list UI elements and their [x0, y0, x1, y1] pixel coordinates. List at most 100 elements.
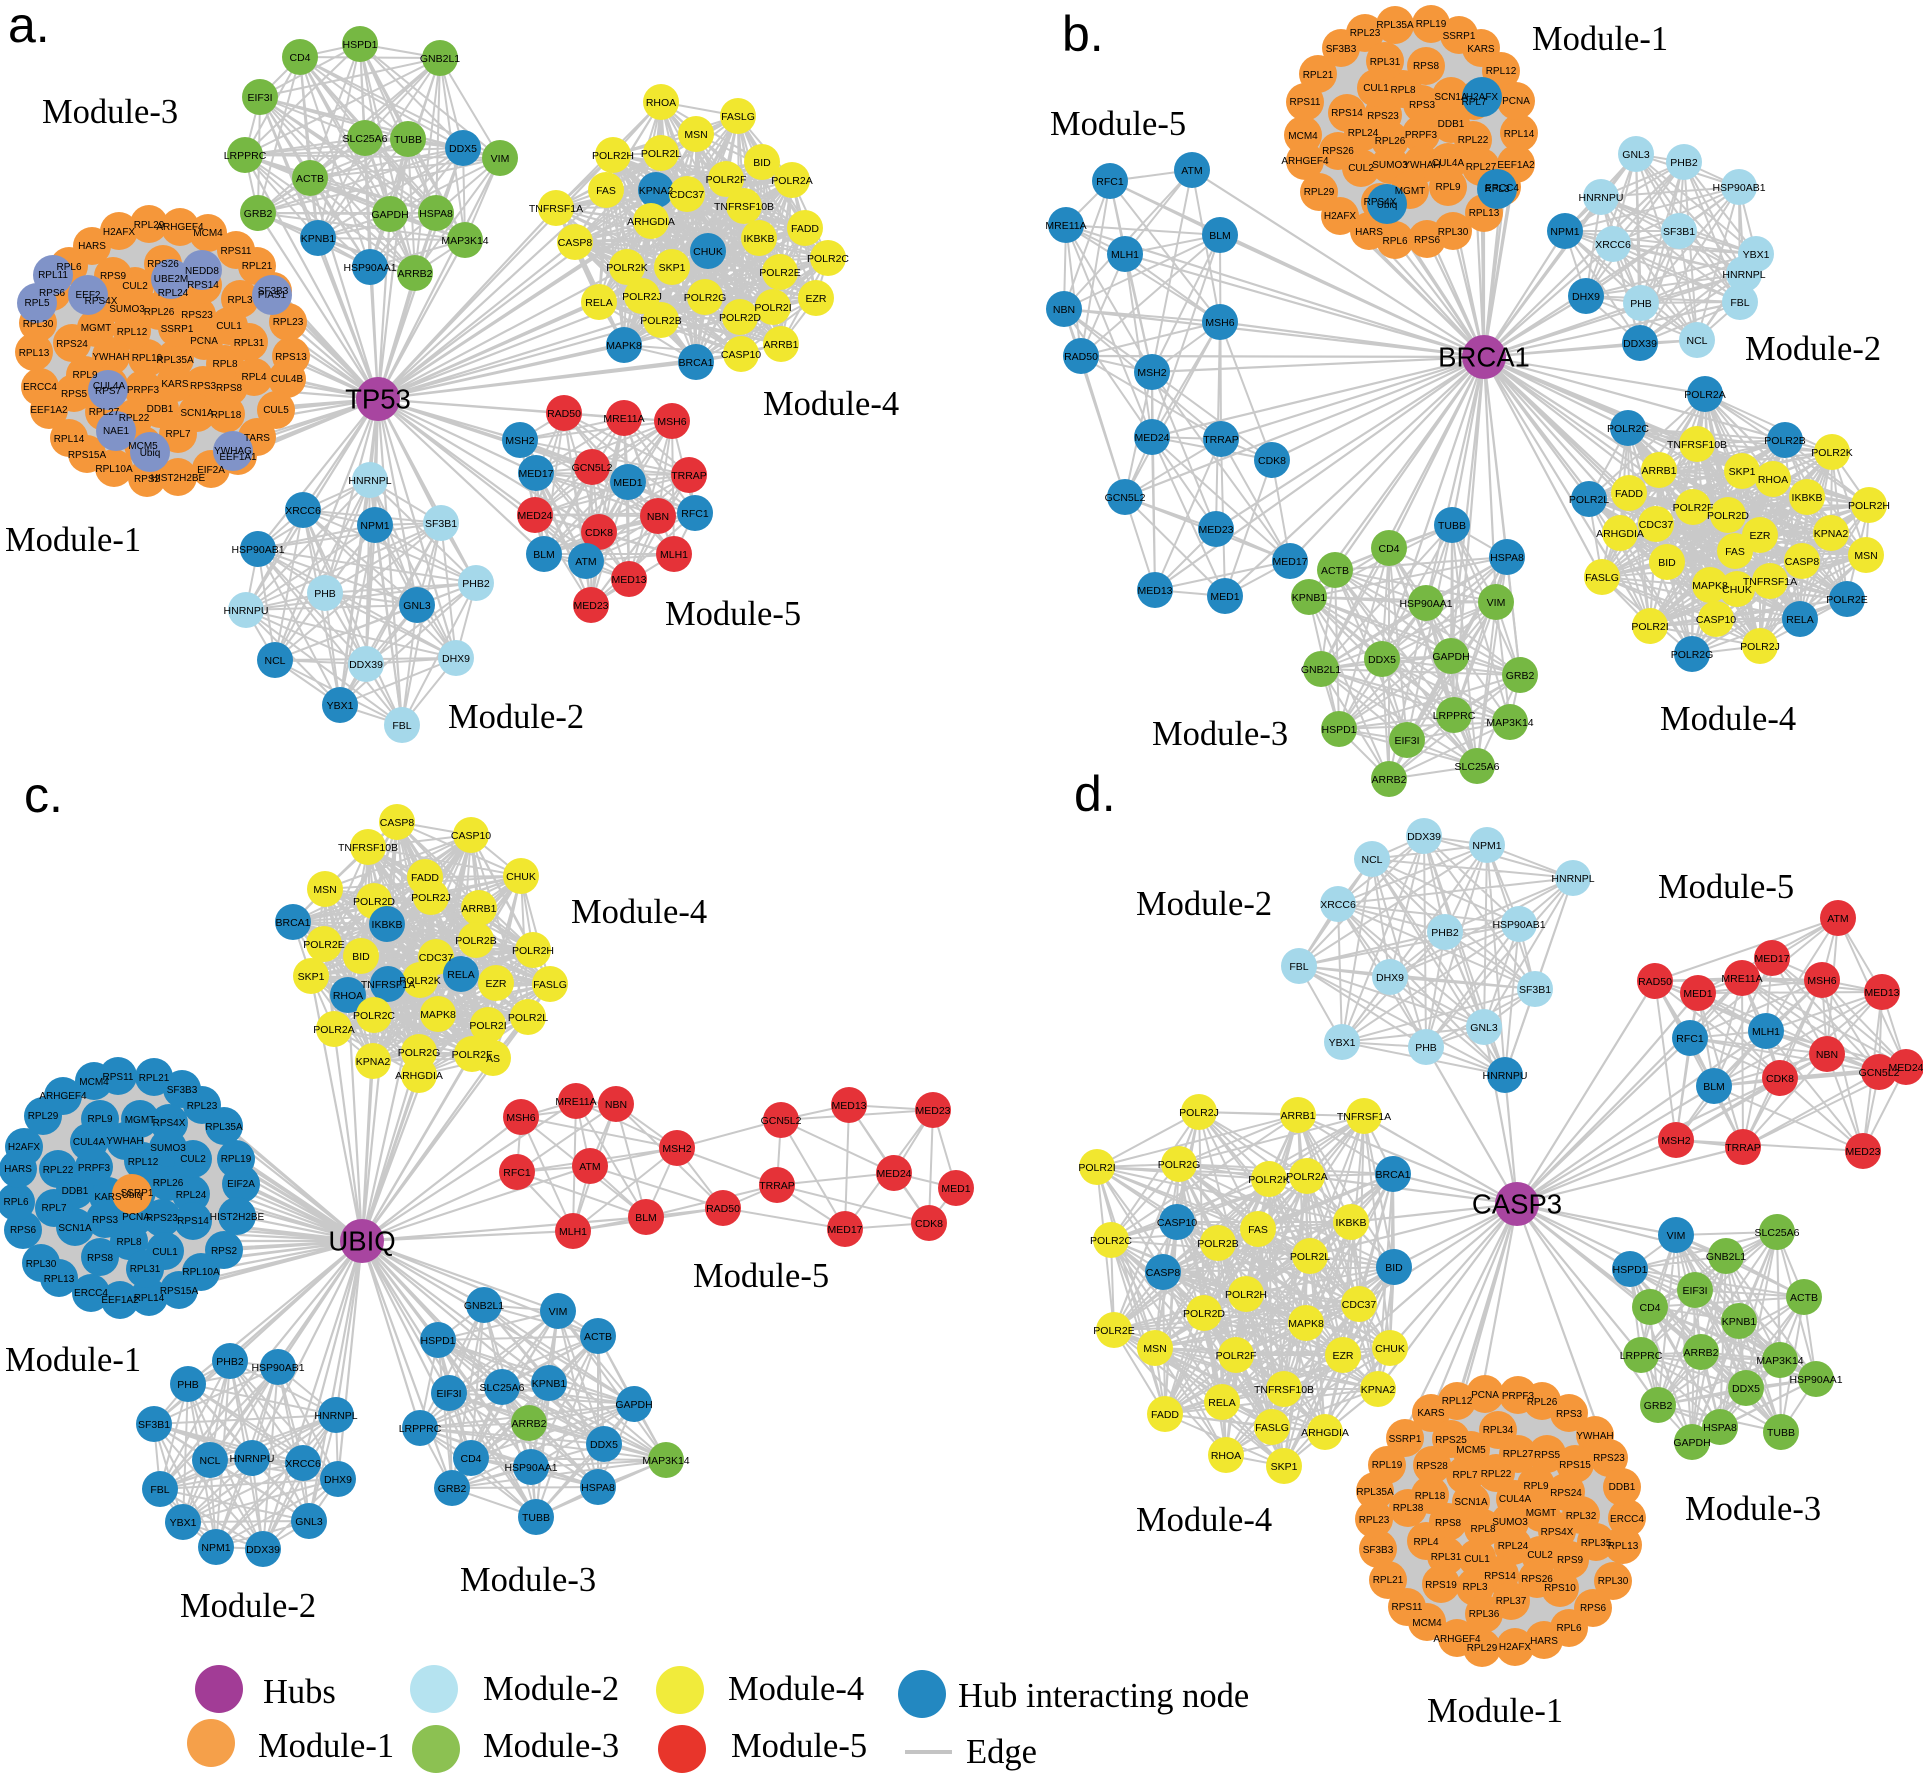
svg-text:POLR2D: POLR2D — [1183, 1308, 1225, 1320]
svg-text:SKP1: SKP1 — [1729, 466, 1756, 478]
svg-text:YBX1: YBX1 — [170, 1517, 197, 1529]
svg-text:POLR2K: POLR2K — [399, 975, 440, 987]
svg-text:CASP8: CASP8 — [1146, 1267, 1181, 1279]
svg-text:RPS9: RPS9 — [100, 271, 127, 282]
svg-text:ARRB2: ARRB2 — [1683, 1347, 1718, 1359]
svg-text:POLR2J: POLR2J — [411, 892, 451, 904]
svg-text:Module-2: Module-2 — [180, 1587, 316, 1625]
svg-text:MED24: MED24 — [517, 510, 552, 522]
svg-text:PRPF3: PRPF3 — [1502, 1391, 1535, 1402]
svg-text:RPS24: RPS24 — [56, 339, 88, 350]
svg-text:Module-2: Module-2 — [1745, 330, 1881, 368]
svg-text:SCN1A: SCN1A — [58, 1223, 92, 1234]
svg-text:RPS25: RPS25 — [1435, 1435, 1467, 1446]
svg-text:CUL2: CUL2 — [180, 1154, 206, 1165]
svg-text:RFC1: RFC1 — [1096, 176, 1124, 188]
svg-text:EIF2A: EIF2A — [197, 465, 225, 476]
svg-text:POLR2C: POLR2C — [1090, 1235, 1132, 1247]
svg-text:IKBKB: IKBKB — [372, 919, 403, 931]
svg-text:MLH1: MLH1 — [1752, 1026, 1780, 1038]
svg-text:CASP10: CASP10 — [1696, 614, 1736, 626]
svg-text:GNB2L1: GNB2L1 — [464, 1300, 504, 1312]
svg-text:ARRB1: ARRB1 — [461, 903, 496, 915]
svg-text:SSRP1: SSRP1 — [1443, 31, 1476, 42]
svg-text:MED13: MED13 — [611, 574, 646, 586]
svg-text:EZR: EZR — [486, 978, 507, 990]
svg-text:Hubs: Hubs — [263, 1673, 336, 1711]
svg-text:Module-3: Module-3 — [42, 93, 178, 131]
svg-text:FAS: FAS — [596, 185, 616, 197]
svg-text:GRB2: GRB2 — [438, 1483, 467, 1495]
svg-text:POLR2B: POLR2B — [1764, 435, 1805, 447]
svg-text:RPS6: RPS6 — [10, 1225, 37, 1236]
svg-text:MED17: MED17 — [1272, 556, 1307, 568]
svg-text:H2AFX: H2AFX — [1324, 211, 1357, 222]
svg-text:SLC25A6: SLC25A6 — [1455, 761, 1500, 773]
svg-text:DHX9: DHX9 — [324, 1474, 352, 1486]
svg-text:POLR2F: POLR2F — [706, 174, 747, 186]
svg-text:CUL1: CUL1 — [216, 321, 242, 332]
svg-text:a.: a. — [8, 0, 50, 53]
svg-text:RPL34: RPL34 — [1483, 1425, 1514, 1436]
svg-text:RPL35: RPL35 — [1581, 1538, 1612, 1549]
svg-text:MSN: MSN — [684, 129, 707, 141]
svg-text:RPL8: RPL8 — [116, 1237, 141, 1248]
svg-text:RPL4: RPL4 — [241, 372, 266, 383]
svg-text:POLR2J: POLR2J — [622, 291, 662, 303]
svg-text:Module-4: Module-4 — [571, 893, 707, 931]
svg-text:CDC37: CDC37 — [1342, 1299, 1377, 1311]
svg-text:BLM: BLM — [1703, 1081, 1725, 1093]
svg-text:CHUK: CHUK — [1722, 584, 1752, 596]
svg-text:ARRB2: ARRB2 — [397, 268, 432, 280]
svg-text:SUMO3: SUMO3 — [1372, 160, 1408, 171]
svg-text:FAS: FAS — [1248, 1224, 1268, 1236]
svg-text:RPL12: RPL12 — [117, 327, 148, 338]
svg-text:PHB: PHB — [1415, 1042, 1437, 1054]
svg-text:RHOA: RHOA — [1758, 474, 1788, 486]
svg-text:ARHGEF4: ARHGEF4 — [1433, 1634, 1481, 1645]
svg-text:RPS3: RPS3 — [1409, 100, 1436, 111]
svg-text:MCM5: MCM5 — [1456, 1445, 1486, 1456]
svg-text:PIAS1: PIAS1 — [258, 290, 287, 301]
svg-text:CDK8: CDK8 — [1766, 1073, 1794, 1085]
svg-text:GAPDH: GAPDH — [1673, 1437, 1710, 1449]
svg-text:SCN1A: SCN1A — [1454, 1497, 1488, 1508]
svg-text:MSH6: MSH6 — [1807, 975, 1836, 987]
svg-text:FBL: FBL — [392, 720, 411, 732]
svg-text:NCL: NCL — [264, 655, 285, 667]
svg-text:KPNA2: KPNA2 — [639, 185, 674, 197]
svg-text:SSRP1: SSRP1 — [1389, 1434, 1422, 1445]
svg-text:MSH2: MSH2 — [662, 1143, 691, 1155]
svg-text:HNRNPU: HNRNPU — [1579, 192, 1624, 204]
svg-text:SCN1A: SCN1A — [1434, 92, 1468, 103]
svg-text:BID: BID — [1385, 1262, 1403, 1274]
svg-text:ACTB: ACTB — [584, 1331, 612, 1343]
svg-text:MED13: MED13 — [1864, 987, 1899, 999]
svg-text:RPS5: RPS5 — [1534, 1450, 1561, 1461]
svg-text:RPL23: RPL23 — [273, 317, 304, 328]
svg-text:RPS10: RPS10 — [1544, 1583, 1576, 1594]
svg-text:MSH6: MSH6 — [1205, 317, 1234, 329]
svg-text:SF3B1: SF3B1 — [1663, 226, 1695, 238]
svg-text:RPS19: RPS19 — [1425, 1580, 1457, 1591]
svg-text:RPS9: RPS9 — [1557, 1555, 1584, 1566]
svg-text:MLH1: MLH1 — [1111, 249, 1139, 261]
svg-text:POLR2F: POLR2F — [452, 1049, 493, 1061]
svg-text:Module-4: Module-4 — [763, 385, 899, 423]
svg-text:H2AFX: H2AFX — [8, 1142, 41, 1153]
svg-text:RPS26: RPS26 — [147, 259, 179, 270]
svg-text:CUL1: CUL1 — [1363, 83, 1389, 94]
svg-text:HNRNPU: HNRNPU — [1483, 1070, 1528, 1082]
svg-text:POLR2D: POLR2D — [1707, 510, 1749, 522]
svg-text:IKBKB: IKBKB — [1336, 1217, 1367, 1229]
svg-text:TNFRSF1A: TNFRSF1A — [1337, 1111, 1391, 1123]
svg-text:RHOA: RHOA — [1211, 1450, 1241, 1462]
svg-text:MED1: MED1 — [1210, 591, 1239, 603]
svg-text:Module-2: Module-2 — [448, 698, 584, 736]
svg-text:MCM4: MCM4 — [79, 1077, 109, 1088]
svg-text:MSH6: MSH6 — [506, 1112, 535, 1124]
svg-text:CDC37: CDC37 — [670, 189, 705, 201]
svg-text:ARHGDIA: ARHGDIA — [627, 216, 675, 228]
svg-text:ATM: ATM — [1827, 913, 1848, 925]
svg-text:VIM: VIM — [491, 153, 510, 165]
